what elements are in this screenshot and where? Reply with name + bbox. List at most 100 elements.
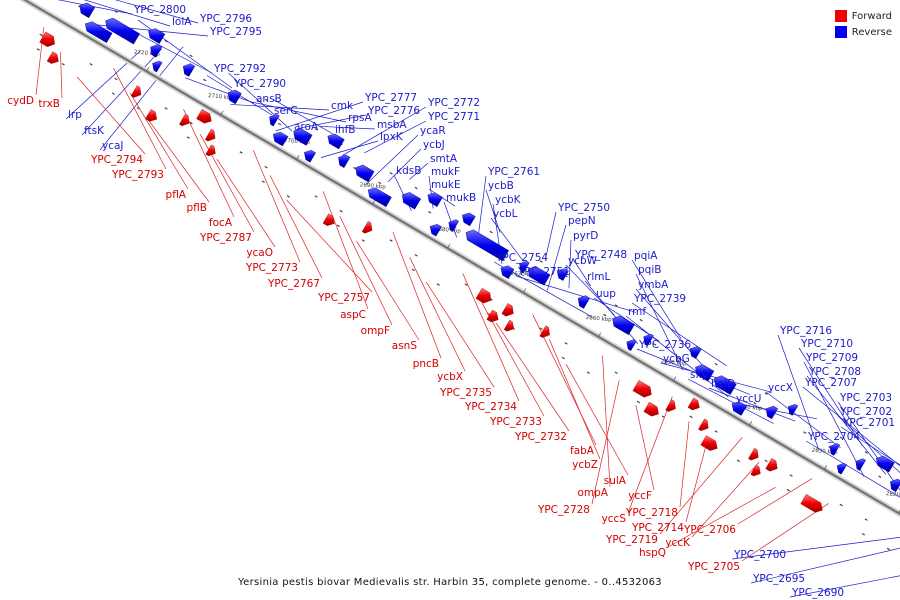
gene-label: YPC_2757 xyxy=(317,292,370,304)
gene-label-group: YPC_2767 xyxy=(267,278,320,290)
gene-label: aspC xyxy=(340,309,366,321)
gene-label: YPC_2776 xyxy=(367,105,420,117)
leader-line xyxy=(687,378,774,424)
leader-line xyxy=(356,240,420,341)
gene-label-group: ycbZ xyxy=(572,459,598,471)
gene-label-group: mukF xyxy=(431,166,460,178)
scale-tick: 2700 kbp xyxy=(284,138,311,160)
gene-label-group: YPC_2787 xyxy=(199,232,252,244)
track-marker xyxy=(689,415,693,419)
gene-label-group: YPC_2702 xyxy=(839,406,892,418)
gene-label-group: rpsA xyxy=(348,112,372,124)
gene-label-group: yccF xyxy=(628,490,652,502)
leader-line xyxy=(297,114,367,130)
leader-line xyxy=(185,77,255,104)
gene-label: fabA xyxy=(570,445,595,457)
gene-label: YPC_2750 xyxy=(557,202,610,214)
reverse-gene-arrow xyxy=(148,28,166,44)
track-marker xyxy=(789,474,793,477)
reverse-gene-arrow xyxy=(626,339,637,351)
gene-label-group: YPC_2735 xyxy=(439,387,492,399)
leader-line xyxy=(546,224,567,291)
gene-label: YPC_2751 xyxy=(517,266,570,278)
gene-label-group: ycaO xyxy=(246,247,273,259)
leader-line xyxy=(803,361,865,477)
track-marker xyxy=(264,98,268,102)
leader-line xyxy=(802,386,900,467)
track-marker xyxy=(614,304,618,307)
gene-label-group: ftsK xyxy=(84,125,105,137)
gene-label-group: hspQ xyxy=(639,547,666,559)
leader-line xyxy=(625,315,729,398)
track-marker xyxy=(539,260,543,263)
leader-line xyxy=(602,355,611,488)
gene-label-group: YPC_2777 xyxy=(364,92,417,104)
leader-line xyxy=(731,537,900,560)
gene-label: pepN xyxy=(568,215,596,227)
track-marker xyxy=(414,253,418,257)
gene-label: lrp xyxy=(68,109,82,121)
gene-label: YPC_2734 xyxy=(464,401,517,413)
track-marker xyxy=(278,122,282,126)
reverse-gene-arrow xyxy=(829,443,841,456)
leader-line xyxy=(286,199,373,293)
gene-label-group: YPC_2792 xyxy=(213,63,266,75)
forward-gene-arrow xyxy=(39,31,55,48)
gene-label-group: pyrD xyxy=(573,230,598,242)
scale-tick-label: 2680 kbp xyxy=(435,226,462,234)
leader-line xyxy=(478,175,487,236)
gene-label: YPC_2714 xyxy=(631,522,684,534)
gene-label-group: mukB xyxy=(446,192,476,204)
gene-label: YPC_2733 xyxy=(489,416,542,428)
gene-label-group: YPC_2790 xyxy=(233,78,286,90)
track-marker xyxy=(464,283,468,286)
forward-gene-arrow xyxy=(205,144,216,157)
gene-label: cmk xyxy=(331,100,354,112)
gene-label: ompA xyxy=(577,487,608,499)
gene-label-group: YPC_2709 xyxy=(805,352,858,364)
leader-line xyxy=(565,364,629,476)
gene-label: YPC_2703 xyxy=(839,392,892,404)
track-marker xyxy=(803,431,807,434)
gene-label-group: YPC_2772 xyxy=(427,97,480,109)
reverse-gene-arrow xyxy=(338,154,351,168)
backbone-shadow xyxy=(19,0,900,518)
reverse-gene-arrow xyxy=(855,458,866,471)
reverse-gene-arrow xyxy=(327,133,345,150)
track-marker xyxy=(136,107,140,110)
leader-line xyxy=(515,275,636,313)
leader-line xyxy=(591,380,620,505)
gene-label-group: YPC_2708 xyxy=(808,366,861,378)
gene-label-group: aroA xyxy=(294,121,319,133)
reverse-gene-arrow xyxy=(105,17,140,45)
forward-gene-arrow xyxy=(632,380,652,398)
leader-line xyxy=(320,140,379,158)
leader-line xyxy=(322,191,369,310)
gene-label: hspQ xyxy=(639,547,666,559)
gene-label: ycbW xyxy=(568,255,598,267)
gene-label-group: YPC_2795 xyxy=(209,26,262,38)
gene-label: ycbX xyxy=(437,371,463,383)
gene-label: yccU xyxy=(736,393,761,405)
legend-forward: Forward xyxy=(834,8,892,24)
gene-label-group: ompF xyxy=(361,325,390,337)
gene-label-group: pepN xyxy=(568,215,596,227)
scale-tick-label: 2650 kbp xyxy=(661,359,688,367)
gene-label: pflA xyxy=(166,189,187,201)
track-marker xyxy=(111,92,115,95)
leader-line xyxy=(805,440,900,498)
track-marker xyxy=(636,400,640,404)
gene-label-group: YPC_2714 xyxy=(631,522,684,534)
gene-label-group: lolA xyxy=(172,16,192,28)
leader-line xyxy=(409,257,466,372)
leader-line xyxy=(750,547,900,584)
leader-line xyxy=(409,162,429,180)
leader-line xyxy=(462,273,520,402)
reverse-swatch xyxy=(834,26,847,38)
leader-line xyxy=(545,211,557,260)
gene-label: YPC_2748 xyxy=(574,249,627,261)
leader-line xyxy=(635,405,655,491)
leader-line xyxy=(83,0,171,27)
gene-label-group: YPC_2728 xyxy=(537,504,590,516)
gene-label: rlmL xyxy=(587,271,610,283)
